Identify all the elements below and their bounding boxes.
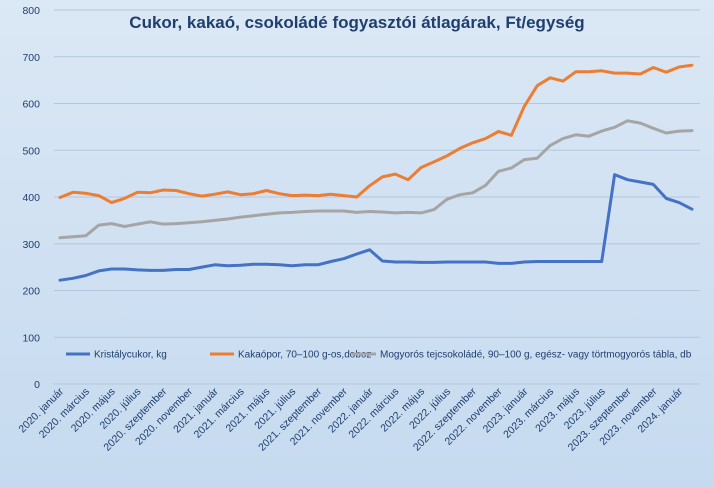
y-tick-label: 500 bbox=[22, 145, 40, 157]
series-line-1 bbox=[58, 173, 694, 282]
y-tick-label: 800 bbox=[22, 5, 40, 17]
y-tick-label: 100 bbox=[22, 332, 40, 344]
y-tick-label: 700 bbox=[22, 52, 40, 64]
series-line-2 bbox=[58, 63, 694, 205]
legend-label-1: Kristálycukor, kg bbox=[94, 350, 167, 361]
y-tick-label: 600 bbox=[22, 99, 40, 111]
grid-lines bbox=[54, 9, 700, 385]
y-tick-label: 200 bbox=[22, 286, 40, 298]
legend-label-3: Mogyorós tejcsokoládé, 90–100 g, egész- … bbox=[380, 350, 692, 361]
y-tick-label: 400 bbox=[22, 192, 40, 204]
y-axis: 0 100 200 300 400 500 600 700 800 bbox=[22, 5, 40, 391]
series-line-3 bbox=[58, 119, 694, 240]
chart-title: Cukor, kakaó, csokoládé fogyasztói átlag… bbox=[129, 13, 584, 32]
legend-label-2: Kakaópor, 70–100 g-os,doboz bbox=[238, 350, 371, 361]
legend: Kristálycukor, kg Kakaópor, 70–100 g-os,d… bbox=[66, 350, 692, 361]
y-tick-label: 300 bbox=[22, 239, 40, 251]
series-lines bbox=[58, 63, 694, 282]
y-tick-label: 0 bbox=[34, 379, 40, 391]
